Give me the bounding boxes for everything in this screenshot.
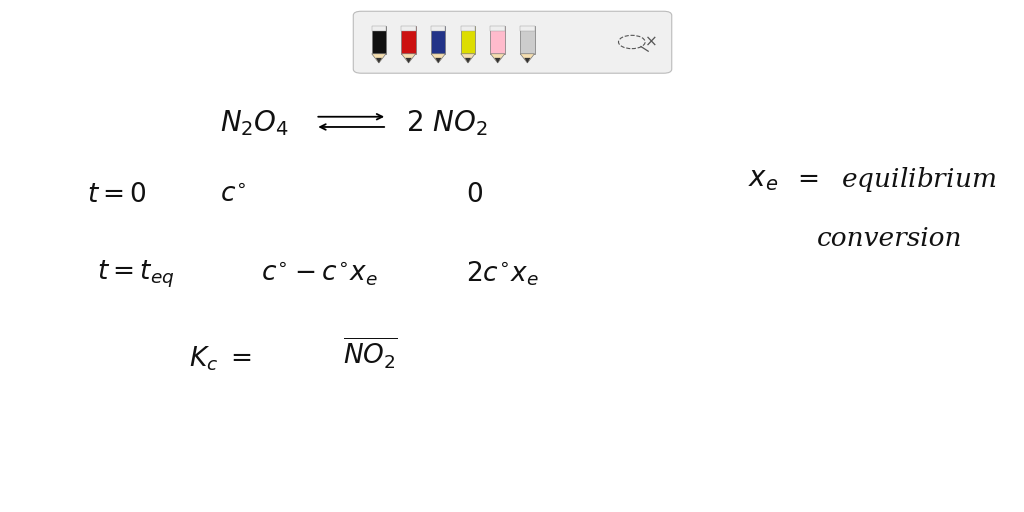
Text: $t=t_{eq}$: $t=t_{eq}$ [97, 258, 175, 290]
Polygon shape [376, 58, 382, 63]
Text: $=\ $ equilibrium: $=\ $ equilibrium [792, 165, 995, 194]
FancyBboxPatch shape [353, 11, 672, 73]
Polygon shape [495, 58, 501, 63]
Bar [372, 26, 386, 31]
Bar [431, 26, 445, 31]
Text: $c^{\circ}$: $c^{\circ}$ [220, 182, 247, 207]
Bar [490, 26, 505, 31]
Polygon shape [431, 54, 445, 63]
Text: $2c^{\circ}x_e$: $2c^{\circ}x_e$ [466, 260, 539, 288]
Polygon shape [490, 54, 505, 63]
Polygon shape [406, 58, 412, 63]
Polygon shape [461, 54, 475, 63]
Bar [520, 26, 535, 31]
Text: $2\ NO_2$: $2\ NO_2$ [406, 108, 487, 138]
Polygon shape [524, 58, 530, 63]
Bar [372, 26, 386, 54]
Bar [490, 26, 505, 54]
Text: $0$: $0$ [466, 182, 483, 207]
Bar [401, 26, 416, 31]
Bar [431, 26, 445, 54]
Polygon shape [465, 58, 471, 63]
Text: $N_2O_4$: $N_2O_4$ [220, 108, 289, 138]
Text: $t=0$: $t=0$ [87, 182, 146, 207]
Text: $\overline{NO_2}$: $\overline{NO_2}$ [343, 336, 398, 371]
Text: ×: × [645, 34, 657, 50]
Text: $x_e$: $x_e$ [748, 166, 778, 193]
Bar [401, 26, 416, 54]
Text: $c^{\circ}-c^{\circ}x_e$: $c^{\circ}-c^{\circ}x_e$ [261, 260, 378, 288]
Polygon shape [435, 58, 441, 63]
Bar [461, 26, 475, 54]
Bar [461, 26, 475, 31]
Text: $K_c\ =$: $K_c\ =$ [189, 344, 253, 373]
Text: conversion: conversion [817, 226, 963, 250]
Bar [520, 26, 535, 54]
Polygon shape [372, 54, 386, 63]
Polygon shape [401, 54, 416, 63]
Polygon shape [520, 54, 535, 63]
